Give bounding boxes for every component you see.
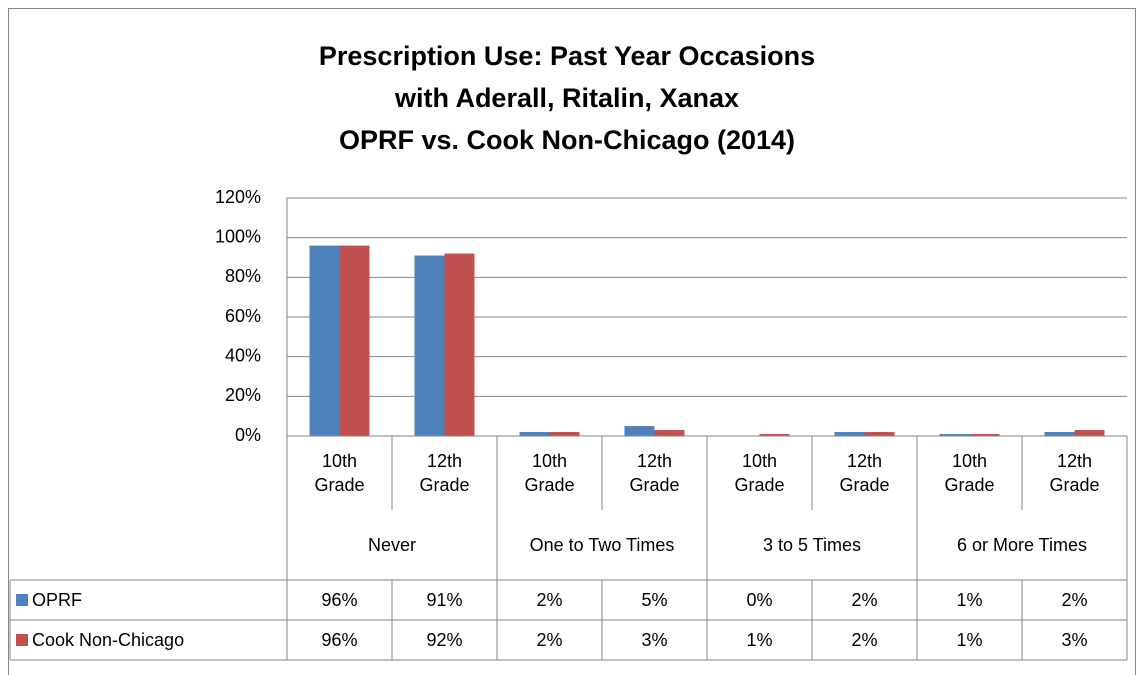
bar xyxy=(444,253,475,436)
x-tick-label: 12th Grade xyxy=(839,451,890,495)
group-label: One to Two Times xyxy=(529,535,675,555)
y-tick-label: 100% xyxy=(215,226,261,246)
table-value: 92% xyxy=(426,630,463,650)
chart-frame xyxy=(8,8,1136,675)
x-tick-label: 10th Grade xyxy=(314,451,365,495)
bar xyxy=(1074,430,1105,436)
table-value: 2% xyxy=(1061,590,1088,610)
bar xyxy=(864,432,895,436)
legend-entry: OPRF xyxy=(32,590,83,610)
table-value: 3% xyxy=(641,630,668,650)
group-label: 6 or More Times xyxy=(956,535,1088,555)
bar xyxy=(759,434,790,436)
table-value: 96% xyxy=(321,590,358,610)
y-tick-label: 0% xyxy=(235,425,261,445)
legend-entry: Cook Non-Chicago xyxy=(32,630,185,650)
legend-key xyxy=(16,634,28,646)
chart-title: with Aderall, Ritalin, Xanax xyxy=(394,83,739,113)
x-tick-label: 12th Grade xyxy=(1049,451,1100,495)
y-tick-label: 60% xyxy=(225,306,261,326)
bar xyxy=(969,434,1000,436)
table-value: 2% xyxy=(536,630,563,650)
bar xyxy=(339,245,370,436)
bar xyxy=(519,432,550,436)
y-tick-label: 80% xyxy=(225,266,261,286)
x-tick-label: 10th Grade xyxy=(944,451,995,495)
table-value: 1% xyxy=(956,630,983,650)
table-value: 0% xyxy=(746,590,773,610)
bar xyxy=(1044,432,1075,436)
bar xyxy=(654,430,685,436)
bar xyxy=(549,432,580,436)
table-value: 1% xyxy=(956,590,983,610)
table-value: 96% xyxy=(321,630,358,650)
y-tick-label: 120% xyxy=(215,187,261,207)
x-tick-label: 12th Grade xyxy=(629,451,680,495)
y-tick-label: 40% xyxy=(225,345,261,365)
chart-title: Prescription Use: Past Year Occasions xyxy=(319,41,815,71)
table-value: 91% xyxy=(426,590,463,610)
table-value: 2% xyxy=(851,630,878,650)
table-value: 2% xyxy=(851,590,878,610)
legend-key xyxy=(16,594,28,606)
x-tick-label: 10th Grade xyxy=(734,451,785,495)
x-tick-label: 10th Grade xyxy=(524,451,575,495)
y-tick-label: 20% xyxy=(225,385,261,405)
table-value: 3% xyxy=(1061,630,1088,650)
bar xyxy=(939,434,970,436)
bar xyxy=(624,426,655,436)
table-value: 1% xyxy=(746,630,773,650)
bar xyxy=(309,245,340,436)
group-label: Never xyxy=(367,535,416,555)
bar xyxy=(834,432,865,436)
chart-title: OPRF vs. Cook Non-Chicago (2014) xyxy=(339,125,795,155)
table-value: 2% xyxy=(536,590,563,610)
x-tick-label: 12th Grade xyxy=(419,451,470,495)
bar xyxy=(414,255,445,436)
group-label: 3 to 5 Times xyxy=(762,535,862,555)
table-value: 5% xyxy=(641,590,668,610)
